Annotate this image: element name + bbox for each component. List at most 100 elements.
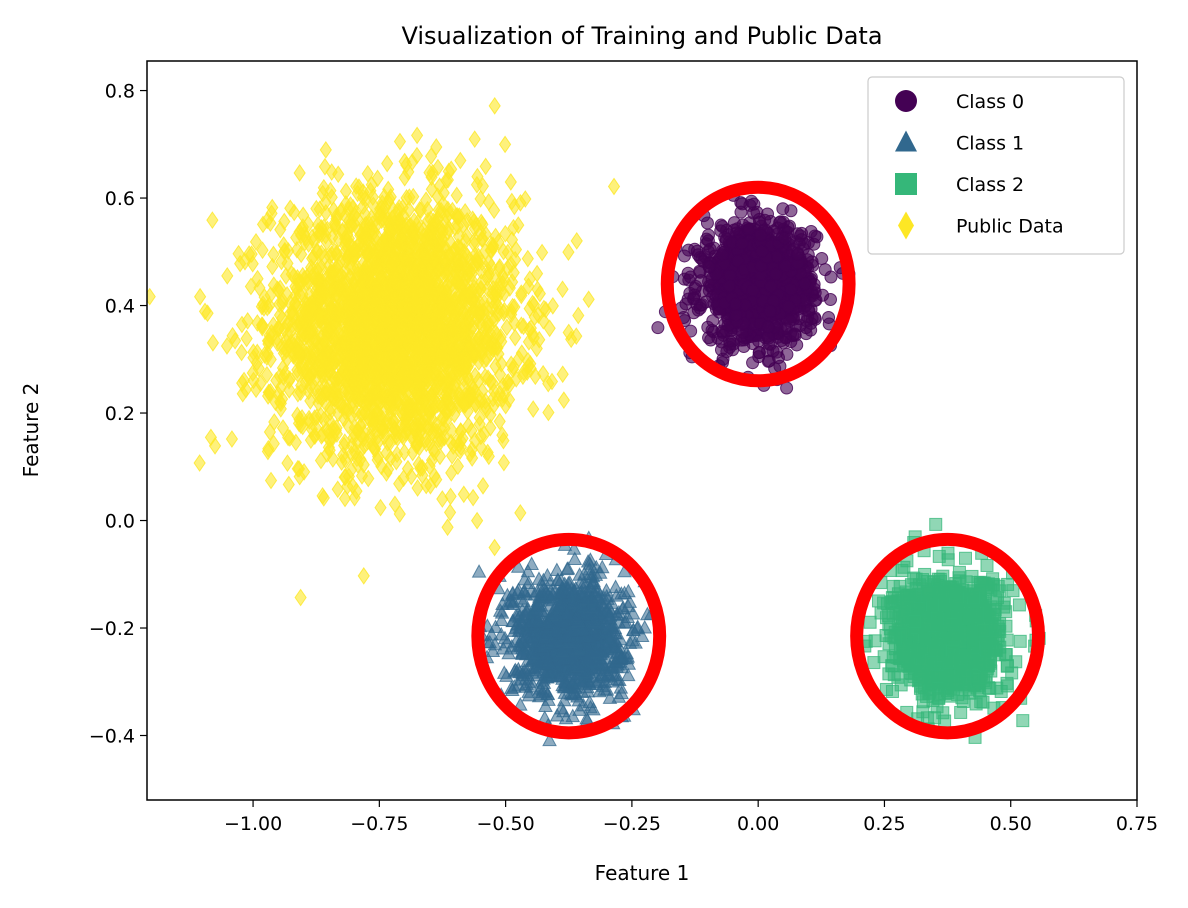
data-point	[701, 234, 715, 248]
data-point	[331, 480, 344, 499]
data-point	[147, 287, 156, 306]
data-point	[752, 346, 766, 360]
data-point	[557, 391, 570, 410]
data-point	[798, 277, 812, 291]
data-point	[807, 237, 821, 251]
data-point	[220, 337, 234, 355]
data-point	[777, 335, 791, 349]
data-point	[700, 216, 714, 230]
data-point	[804, 224, 818, 238]
data-point	[562, 243, 575, 261]
data-point	[527, 400, 540, 418]
data-point	[735, 236, 749, 250]
data-point	[410, 126, 424, 145]
data-point	[450, 186, 463, 205]
data-point	[542, 403, 555, 422]
data-point	[804, 323, 818, 337]
data-point	[282, 475, 295, 494]
data-point	[471, 511, 484, 530]
data-point	[444, 487, 457, 506]
data-point	[764, 280, 778, 294]
data-point	[535, 243, 549, 262]
data-point	[393, 132, 407, 151]
data-point	[274, 220, 287, 239]
data-point	[374, 498, 387, 517]
data-point	[467, 488, 480, 507]
data-point	[221, 266, 234, 285]
data-point	[294, 588, 307, 607]
data-point	[206, 211, 219, 230]
data-point	[742, 223, 756, 237]
data-point	[276, 419, 290, 437]
data-point	[206, 333, 220, 352]
data-point	[805, 255, 819, 269]
data-point	[572, 306, 585, 325]
data-point	[293, 164, 306, 182]
data-point	[761, 207, 775, 221]
data-point	[763, 304, 777, 318]
data-point	[773, 216, 787, 230]
data-point	[498, 135, 512, 154]
data-point	[457, 485, 470, 504]
data-point	[193, 454, 206, 472]
data-point	[722, 279, 736, 293]
data-point	[755, 244, 769, 258]
data-point	[504, 173, 517, 191]
data-point	[249, 232, 263, 251]
data-point	[468, 130, 481, 149]
data-point	[727, 223, 741, 237]
data-point	[747, 197, 761, 211]
data-point	[778, 259, 792, 273]
data-point	[769, 267, 783, 281]
data-point	[240, 329, 253, 348]
data-point	[556, 280, 569, 299]
data-point	[694, 274, 708, 288]
data-point	[766, 344, 780, 358]
data-point	[679, 297, 693, 311]
data-point	[476, 476, 490, 495]
data-point	[436, 490, 449, 508]
data-point	[488, 538, 501, 557]
data-point	[818, 263, 832, 277]
data-point	[514, 503, 527, 522]
data-point	[193, 287, 207, 306]
data-point	[471, 564, 487, 578]
data-point	[454, 151, 467, 170]
data-point	[782, 300, 796, 314]
data-point	[235, 343, 248, 362]
data-point	[488, 96, 501, 115]
data-point	[256, 241, 269, 260]
data-point	[651, 321, 665, 335]
data-point	[715, 248, 729, 262]
data-point	[496, 665, 512, 679]
data-point	[791, 247, 805, 261]
points-layer	[147, 96, 1046, 747]
data-point	[729, 308, 743, 322]
data-point	[704, 333, 718, 347]
data-point	[244, 277, 258, 296]
chart-title: Visualization of Training and Public Dat…	[401, 22, 882, 50]
data-point	[778, 231, 792, 245]
data-point	[225, 430, 239, 448]
data-point	[497, 453, 510, 472]
data-point	[465, 421, 478, 440]
data-point	[715, 219, 729, 233]
data-point	[509, 328, 522, 347]
data-point	[761, 320, 775, 334]
data-point	[608, 579, 623, 593]
data-point	[735, 197, 749, 211]
data-point	[234, 254, 247, 273]
data-point	[570, 231, 583, 250]
series-public-data	[147, 96, 621, 607]
data-point	[607, 177, 621, 196]
data-point	[729, 297, 743, 311]
data-point	[754, 228, 768, 242]
data-point	[714, 343, 728, 357]
data-point	[582, 290, 595, 309]
data-point	[784, 204, 798, 218]
data-point	[264, 471, 278, 490]
data-point	[556, 365, 569, 384]
data-point	[746, 283, 760, 297]
data-point	[357, 567, 370, 585]
